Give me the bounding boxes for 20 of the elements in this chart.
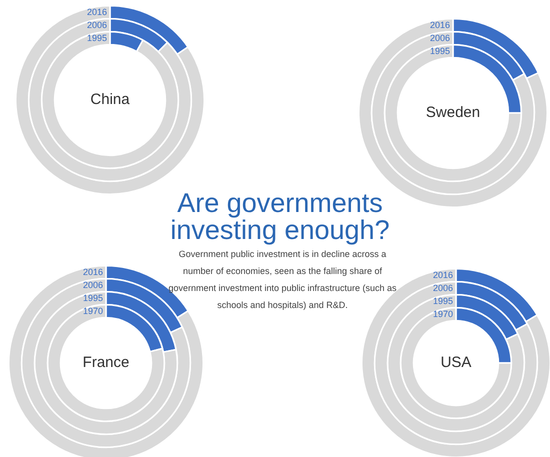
chart-title: 1970: [432, 308, 453, 318]
chart-title: 2016: [86, 6, 107, 16]
chart-title: 2016: [430, 20, 450, 30]
text: Government public investment is in decline across a number of economies, seen as the falling share of government investment into public infrastructure (such as schools and hospitals) and R&D.: [167, 248, 398, 312]
text: China: [89, 91, 131, 109]
chart-title: 1995: [432, 296, 453, 306]
text: Are governments investing enough?: [169, 188, 391, 245]
chart-title: 1995: [82, 292, 103, 302]
text: USA: [440, 354, 472, 372]
chart-title: 2006: [430, 32, 450, 42]
chart-title: 1995: [430, 46, 450, 56]
text: France: [82, 354, 130, 372]
chart-title: 1970: [82, 306, 103, 316]
chart-title: 2016: [82, 266, 103, 276]
chart-title: 2006: [82, 280, 103, 290]
text: Sweden: [424, 104, 482, 122]
chart-title: 1995: [86, 32, 107, 42]
chart-title: 2006: [432, 282, 453, 292]
chart-title: 2006: [86, 20, 107, 30]
chart-title: 2016: [432, 270, 453, 280]
